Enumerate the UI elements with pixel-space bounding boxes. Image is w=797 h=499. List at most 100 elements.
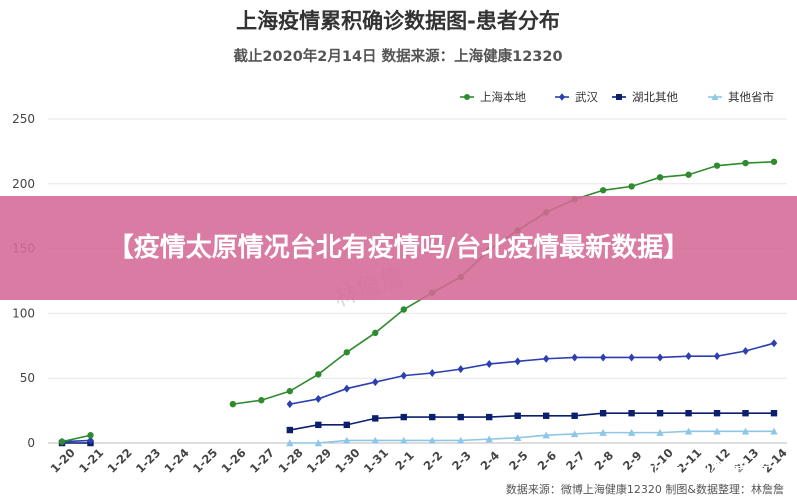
data-point (514, 357, 521, 366)
y-tick-label: 50 (20, 371, 35, 385)
data-point (457, 413, 464, 421)
data-point (457, 436, 465, 444)
data-point (315, 371, 322, 378)
data-point (428, 436, 436, 444)
data-point (372, 415, 379, 422)
data-point (713, 427, 721, 435)
data-point (656, 409, 664, 417)
data-point (713, 409, 721, 417)
data-point (542, 412, 550, 419)
data-point (685, 171, 692, 178)
x-axis: 1-201-211-221-231-241-251-261-271-281-29… (48, 446, 790, 476)
data-point (429, 413, 436, 421)
x-tick-label: 2-7 (563, 448, 588, 473)
data-point (400, 413, 407, 421)
x-tick-label: 1-23 (133, 446, 163, 476)
legend-marker (616, 94, 622, 100)
x-tick-label: 2-4 (478, 448, 503, 473)
x-tick-label: 1-31 (361, 446, 391, 476)
data-point (343, 436, 351, 444)
y-tick-label: 200 (12, 177, 35, 191)
data-point (685, 352, 692, 361)
data-point (286, 426, 294, 434)
series-line (61, 439, 91, 443)
legend-marker (464, 94, 470, 100)
x-tick-label: 1-25 (190, 446, 220, 476)
data-point (628, 409, 635, 417)
data-point (742, 159, 749, 167)
data-source-footer: 数据来源：微博上海健康12320 制图&数据整理：林詹詹 (506, 482, 784, 496)
series-3 (58, 409, 778, 447)
legend-label: 武汉 (575, 90, 598, 104)
data-point (485, 435, 493, 443)
data-point (684, 427, 693, 435)
data-point (656, 353, 664, 362)
data-point (627, 428, 636, 436)
x-tick-label: 2-5 (506, 448, 531, 473)
data-point (315, 421, 322, 429)
banner-text: 【疫情太原情况台北有疫情吗/台北疫情最新数据】 (107, 232, 690, 263)
x-tick-label: 1-20 (48, 446, 78, 476)
data-point (742, 409, 749, 417)
data-point (770, 158, 778, 165)
data-point (372, 378, 379, 387)
legend-label: 其他省市 (728, 90, 774, 104)
x-tick-label: 2-1 (392, 448, 417, 473)
data-point (343, 384, 350, 393)
data-point (286, 387, 294, 395)
data-point (229, 400, 237, 408)
data-point (286, 439, 294, 447)
x-tick-label: 1-28 (275, 446, 305, 476)
data-point (656, 174, 664, 181)
data-point (457, 365, 464, 374)
legend-marker (559, 93, 565, 101)
y-tick-label: 250 (12, 112, 35, 126)
legend: 上海本地 武汉 湖北其他 其他省市 (460, 90, 774, 104)
data-point (571, 412, 578, 419)
data-point (770, 339, 778, 348)
data-point (628, 183, 635, 190)
data-point (343, 349, 350, 356)
data-point (371, 436, 379, 444)
x-tick-label: 1-30 (332, 446, 362, 476)
x-tick-label: 2-9 (620, 448, 645, 473)
data-point (343, 421, 350, 429)
data-point (315, 394, 322, 403)
x-tick-label: 2-3 (449, 448, 474, 473)
x-tick-label: 1-29 (304, 446, 334, 476)
series-line (289, 342, 775, 405)
data-point (741, 427, 750, 435)
x-tick-label: 1-21 (76, 446, 106, 476)
data-point (400, 436, 408, 444)
series-2 (58, 339, 778, 446)
data-point (258, 397, 265, 404)
data-point (372, 329, 379, 337)
legend-label: 上海本地 (480, 90, 526, 104)
x-tick-label: 1-22 (105, 446, 135, 476)
data-point (400, 306, 407, 313)
data-point (770, 409, 778, 417)
y-axis: 050100150200250 (12, 112, 35, 450)
legend-entry: 其他省市 (708, 90, 774, 104)
chart-subtitle: 截止2020年2月14日 数据来源：上海健康12320 (233, 47, 562, 65)
data-point (513, 434, 522, 442)
data-point (599, 187, 607, 194)
chart-title: 上海疫情累积确诊数据图-患者分布 (236, 9, 560, 33)
data-point (713, 352, 721, 361)
watermark-zhihu: 知乎 @林詹詹 (644, 455, 770, 479)
data-point (742, 346, 749, 355)
data-point (542, 354, 550, 363)
data-point (599, 409, 607, 417)
data-point (770, 427, 778, 435)
x-tick-label: 2-2 (421, 448, 446, 473)
data-point (571, 353, 578, 362)
data-point (429, 369, 436, 378)
x-tick-label: 1-26 (218, 446, 248, 476)
x-tick-label: 2-6 (535, 448, 560, 473)
data-point (542, 431, 550, 439)
data-point (58, 438, 66, 445)
legend-entry: 上海本地 (460, 90, 526, 104)
data-point (314, 439, 323, 447)
data-point (486, 359, 493, 368)
data-point (570, 430, 579, 438)
